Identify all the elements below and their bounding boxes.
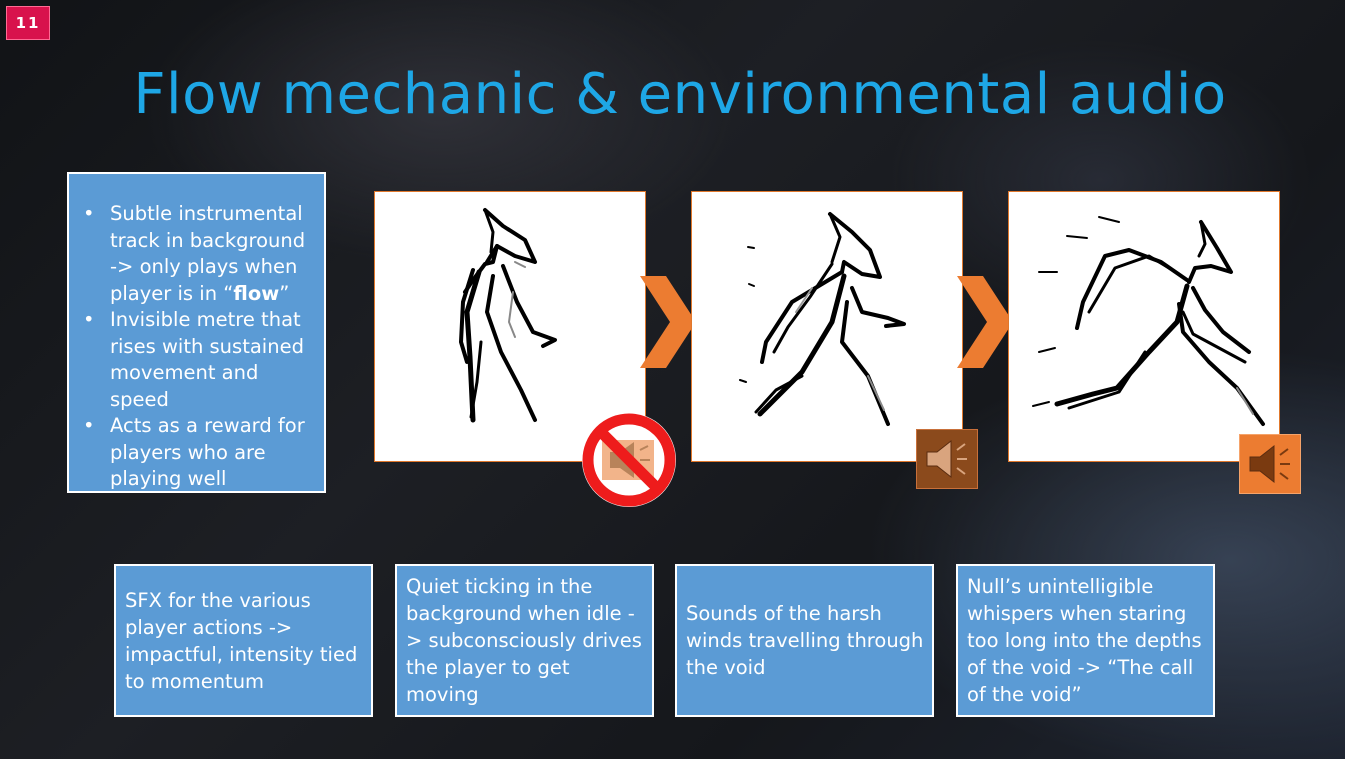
chevron-right-icon	[640, 276, 696, 368]
bullet-item: Subtle instrumental track in background …	[83, 201, 314, 307]
chevron-right-icon	[957, 276, 1013, 368]
info-box-sfx: SFX for the various player actions -> im…	[114, 564, 373, 717]
bullet-item: Acts as a reward for players who are pla…	[83, 413, 314, 493]
sketch-panel-walking	[691, 191, 963, 462]
slide-number: 11	[6, 6, 50, 40]
idle-figure-sketch	[459, 208, 557, 423]
sketch-panel-running	[1008, 191, 1280, 462]
sketch-panel-idle	[374, 191, 646, 462]
info-box-winds: Sounds of the harsh winds travelling thr…	[675, 564, 934, 717]
info-box-ticking: Quiet ticking in the background when idl…	[395, 564, 654, 717]
speaker-loud-icon	[1239, 434, 1301, 494]
speaker-quiet-icon	[916, 429, 978, 489]
no-sound-icon	[582, 413, 676, 507]
running-figure-sketch	[1032, 216, 1265, 426]
bullet-item: Invisible metre that rises with sustaine…	[83, 307, 314, 413]
slide-title: Flow mechanic & environmental audio	[133, 62, 1227, 127]
info-box-whispers: Null’s unintelligible whispers when star…	[956, 564, 1215, 717]
flow-bullets-box: Subtle instrumental track in background …	[67, 172, 326, 493]
walking-figure-sketch	[739, 212, 906, 426]
